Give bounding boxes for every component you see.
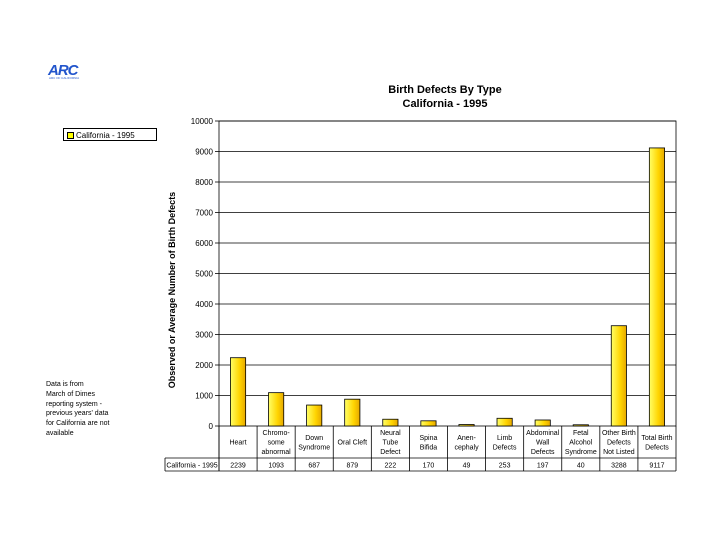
bar [610,325,627,427]
category-label-line: Defects [493,444,517,451]
value-cell: 1093 [268,463,284,470]
bar [572,424,589,427]
note-line: Data is from [46,381,84,388]
category-label: Oral Cleft [338,440,368,447]
category-label-line: Heart [229,440,246,447]
chart-title-block: Birth Defects By Type California - 1995 [300,83,590,111]
logo-text: ARC [48,62,78,79]
category-label-line: Down [305,435,323,442]
category-label: Anen-cephaly [454,435,479,452]
category-label-line: Defects [607,440,631,447]
bar [458,424,475,427]
category-label-line: Oral Cleft [338,440,368,447]
note-line: March of Dimes [46,390,96,398]
category-label: Limb Defects [493,435,517,452]
category-label-line: Tube [383,440,399,447]
category-label: Total Birth Defects [641,435,672,452]
value-cell: 170 [423,463,435,470]
y-tick-label: 1000 [195,392,213,401]
value-cell: 3288 [611,463,627,470]
data-source-note: Data is from March of Dimes reporting sy… [46,380,126,439]
category-label-line: Neural [380,430,401,437]
category-label: Other Birth Defects Not Listed [602,430,636,456]
note-line: reporting system - [46,400,103,408]
chart-subtitle: California - 1995 [402,98,488,110]
category-label-line: Bifida [420,444,438,451]
category-label: Spina Bifida [420,435,438,452]
series-name-cell: California - 1995 [166,463,217,470]
category-label: Chromo-some abnormal [262,430,292,456]
bar [230,357,247,427]
category-label-line: abnormal [262,449,292,456]
legend-swatch [67,132,74,140]
legend-label: California - 1995 [76,131,135,140]
category-label: Neural Tube Defect [380,430,401,456]
category-label: Down Syndrome [298,435,330,452]
value-cell: 9117 [649,463,664,470]
category-label-line: Fetal [573,430,589,437]
chart-title: Birth Defects By Type [388,84,502,96]
note-line: for California are not [46,420,110,428]
category-label-line: Limb [497,435,512,442]
value-cell: 197 [537,463,549,470]
bar [496,417,513,427]
category-label-line: Other Birth [602,430,636,437]
value-cell: 253 [499,463,511,470]
y-tick-label: 4000 [195,300,213,309]
category-label-line: Syndrome [565,449,597,456]
category-label-line: Chromo- [263,430,291,437]
category-label-line: Anen- [457,435,476,442]
bar [534,419,551,427]
bar [268,392,285,427]
category-label-line: Alcohol [569,440,592,447]
y-tick-label: 10000 [191,117,214,126]
bar [344,398,361,427]
category-label: Heart [229,440,246,447]
bar [648,147,665,427]
category-label-line: cephaly [454,444,479,451]
y-tick-label: 5000 [195,270,213,279]
category-label-line: some [268,440,285,447]
note-line: previous years' data [46,410,109,418]
y-tick-label: 7000 [195,209,213,218]
logo-subtext: ARC OF CALIFORNIA [49,76,80,80]
y-tick-label: 2000 [195,361,213,370]
value-cell: 222 [385,463,397,470]
y-tick-label: 0 [209,422,214,431]
note-line: available [46,429,74,437]
value-cell: 2239 [230,463,246,470]
chart-legend: California - 1995 [63,128,157,141]
category-label-line: Defects [645,444,669,451]
category-label-line: Wall [536,440,550,447]
bar [306,404,323,427]
category-label-line: Defect [380,449,400,456]
bar [420,420,437,427]
y-tick-label: 3000 [195,331,213,340]
category-label: Fetal Alcohol Syndrome [565,430,597,456]
category-label-line: Defects [531,449,555,456]
value-cell: 687 [308,463,320,470]
bar [382,418,399,427]
y-tick-label: 8000 [195,178,213,187]
arc-logo: ARC ARC OF CALIFORNIA [48,62,84,80]
y-tick-label: 6000 [195,239,213,248]
value-cell: 879 [346,463,358,470]
value-cell: 49 [463,463,471,470]
value-cell: 40 [577,463,585,470]
category-label-line: Spina [420,435,438,442]
y-tick-label: 9000 [195,148,213,157]
category-label: Abdominal Wall Defects [526,430,560,456]
category-label-line: Total Birth [641,435,672,442]
category-label-line: Syndrome [298,444,330,451]
category-label-line: Abdominal [526,430,560,437]
category-label-line: Not Listed [603,449,635,456]
